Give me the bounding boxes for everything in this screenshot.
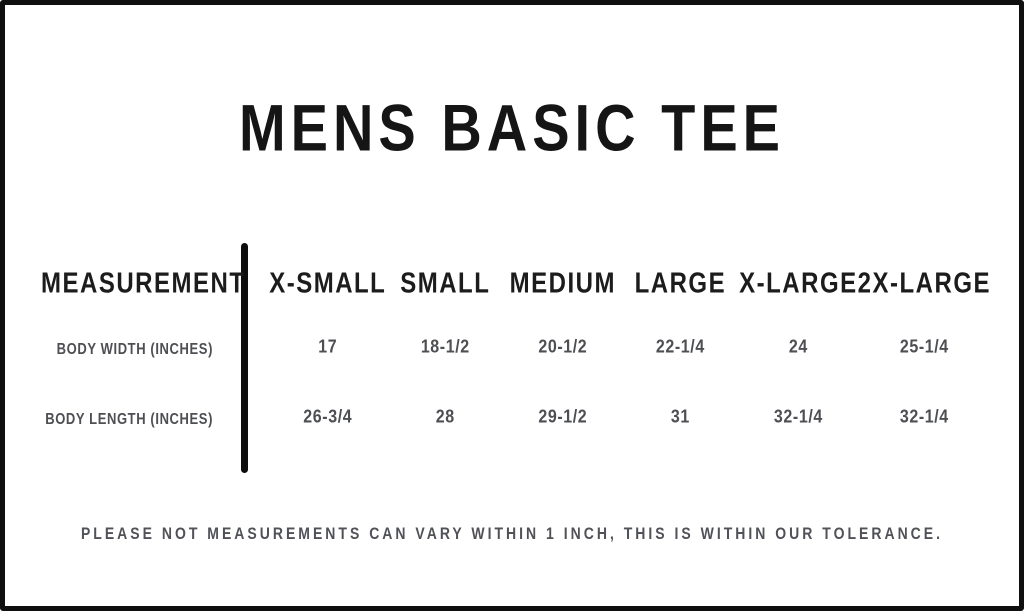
cell-body-width-medium: 20-1/2 — [538, 337, 588, 358]
cell-body-width-small: 18-1/2 — [420, 337, 470, 358]
cell-body-width-2xlarge: 25-1/4 — [899, 337, 949, 358]
size-column-header-xlarge: X-LARGE — [739, 267, 858, 300]
size-column-header-small: SMALL — [400, 267, 491, 300]
size-table: MEASUREMENT X-SMALL SMALL MEDIUM LARGE X… — [41, 243, 991, 473]
cell-body-length-large: 31 — [670, 407, 690, 428]
column-divider — [241, 243, 248, 473]
cell-body-length-small: 28 — [435, 407, 455, 428]
row-label-body-length: BODY LENGTH (INCHES) — [45, 409, 213, 427]
cell-body-length-xsmall: 26-3/4 — [303, 407, 353, 428]
size-column-header-large: LARGE — [634, 267, 727, 300]
page-title: MENS BASIC TEE — [5, 90, 1019, 164]
size-column-header-2xlarge: 2X-LARGE — [857, 267, 991, 300]
page-title-text: MENS BASIC TEE — [238, 90, 786, 165]
cell-body-width-large: 22-1/4 — [655, 337, 705, 358]
size-column-header-medium: MEDIUM — [509, 267, 616, 300]
cell-body-width-xlarge: 24 — [788, 337, 808, 358]
tolerance-note: PLEASE NOT MEASUREMENTS CAN VARY WITHIN … — [80, 523, 944, 543]
size-column-header-xsmall: X-SMALL — [269, 267, 387, 300]
row-label-body-width: BODY WIDTH (INCHES) — [56, 339, 213, 357]
cell-body-width-xsmall: 17 — [318, 337, 338, 358]
cell-body-length-2xlarge: 32-1/4 — [899, 407, 949, 428]
cell-body-length-medium: 29-1/2 — [538, 407, 588, 428]
cell-body-length-xlarge: 32-1/4 — [773, 407, 823, 428]
measurement-column-header: MEASUREMENT — [41, 267, 246, 300]
